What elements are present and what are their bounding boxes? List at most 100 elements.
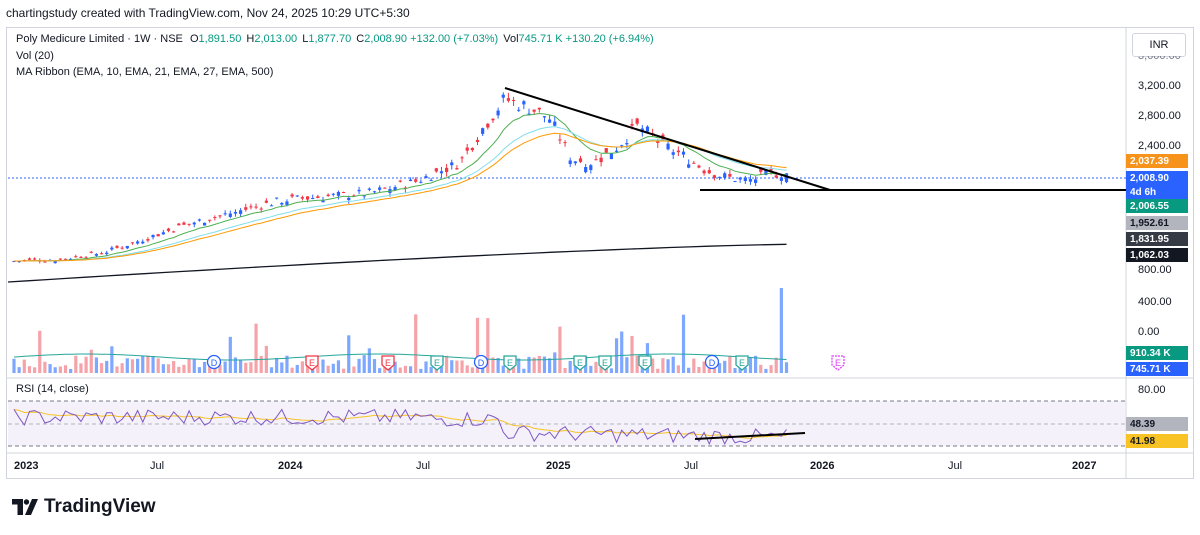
volume-bar (450, 360, 454, 373)
dividend-marker[interactable]: D (473, 354, 489, 370)
volume-bar (475, 317, 480, 373)
candle (357, 186, 361, 194)
volume-bar (177, 366, 181, 373)
volume-bar (589, 365, 593, 373)
candle (584, 163, 588, 174)
candle (527, 108, 531, 115)
candle (378, 185, 382, 192)
upcoming-earnings-marker[interactable]: E (831, 355, 845, 371)
earnings-marker[interactable]: E (638, 355, 652, 371)
candle (599, 154, 603, 167)
volume-bar (342, 368, 346, 373)
volume-indicator-label[interactable]: Vol (20) (16, 50, 54, 62)
volume-bar (136, 358, 140, 373)
candle (553, 116, 557, 128)
earnings-marker[interactable]: E (381, 355, 395, 371)
candle (244, 203, 248, 212)
volume-bar (244, 362, 248, 373)
volume-bar (517, 358, 521, 373)
candle (532, 109, 536, 115)
candle (408, 177, 413, 182)
rsi-label[interactable]: RSI (14, close) (16, 383, 89, 395)
volume-bar (532, 357, 536, 373)
volume-bar (172, 361, 176, 373)
price-tag: 1,062.03 (1126, 248, 1188, 262)
volume-bar (367, 348, 371, 373)
candle (192, 221, 196, 228)
ema-10-line (14, 112, 787, 262)
volume-bar (702, 361, 706, 373)
volume-bar (429, 366, 433, 373)
volume-value: Vol745.71 K (503, 33, 563, 45)
rsi-tag: 41.98 (1126, 434, 1188, 448)
earnings-marker[interactable]: E (735, 355, 749, 371)
volume-bar (69, 368, 73, 373)
candle (94, 253, 99, 257)
candle (733, 180, 737, 183)
volume-bar (372, 359, 377, 373)
candle (239, 208, 243, 217)
volume-change: +130.20 (+6.94%) (565, 33, 654, 45)
candle (151, 234, 155, 240)
volume-bar (681, 314, 686, 373)
candle (172, 230, 176, 233)
volume-bar (38, 330, 42, 373)
candle (609, 153, 614, 160)
volume-bar (470, 367, 474, 373)
time-axis-label: 2027 (1072, 460, 1097, 472)
candle (439, 166, 444, 178)
rsi-band (8, 401, 1126, 446)
volume-bar (563, 367, 567, 373)
candle (517, 107, 521, 112)
currency-button[interactable]: INR (1132, 33, 1186, 57)
volume-bar (656, 368, 660, 373)
candle (506, 92, 511, 103)
candle (419, 179, 423, 184)
candle (316, 194, 320, 199)
candle (511, 96, 516, 106)
volume-bar (218, 364, 222, 373)
volume-bar (120, 363, 124, 373)
dividend-marker[interactable]: D (704, 354, 720, 370)
event-marker-label: E (507, 358, 513, 368)
volume-bar (300, 361, 305, 373)
earnings-marker[interactable]: E (430, 355, 444, 371)
earnings-marker[interactable]: E (573, 355, 587, 371)
volume-ma-line (13, 353, 787, 361)
volume-bar (187, 359, 191, 373)
volume-bar (733, 368, 737, 373)
volume-bar (779, 288, 783, 373)
time-axis-label: Jul (948, 460, 963, 472)
volume-bar (455, 360, 459, 373)
price-tick: 3,200.00 (1138, 80, 1181, 92)
ma-ribbon-label[interactable]: MA Ribbon (EMA, 10, EMA, 21, EMA, 27, EM… (16, 66, 274, 78)
tradingview-logo[interactable]: TradingView (12, 496, 156, 518)
candle (403, 186, 408, 193)
price-tag: 1,952.61 (1126, 216, 1188, 230)
earnings-marker[interactable]: E (305, 355, 319, 371)
dividend-marker[interactable]: D (206, 354, 222, 370)
volume-bar (465, 365, 469, 373)
candle (136, 239, 140, 245)
ema-27-line (14, 132, 787, 262)
volume-bar (609, 368, 614, 373)
candle (681, 148, 686, 158)
candle (537, 107, 541, 113)
volume-bar (141, 355, 145, 373)
volume-bar (12, 358, 16, 373)
earnings-marker[interactable]: E (503, 355, 517, 371)
candle (125, 245, 129, 250)
candle (445, 163, 449, 177)
chart-credit: chartingstudy created with TradingView.c… (6, 6, 410, 20)
candle (269, 204, 274, 207)
earnings-marker[interactable]: E (598, 355, 612, 371)
volume-bar (553, 352, 557, 373)
volume-bar (239, 360, 243, 373)
symbol-name[interactable]: Poly Medicure Limited · 1W · NSE (16, 33, 183, 45)
volume-bar (723, 360, 727, 373)
candle (728, 169, 732, 179)
candle (656, 139, 660, 149)
volume-bar (53, 367, 57, 373)
volume-bar (202, 361, 207, 373)
